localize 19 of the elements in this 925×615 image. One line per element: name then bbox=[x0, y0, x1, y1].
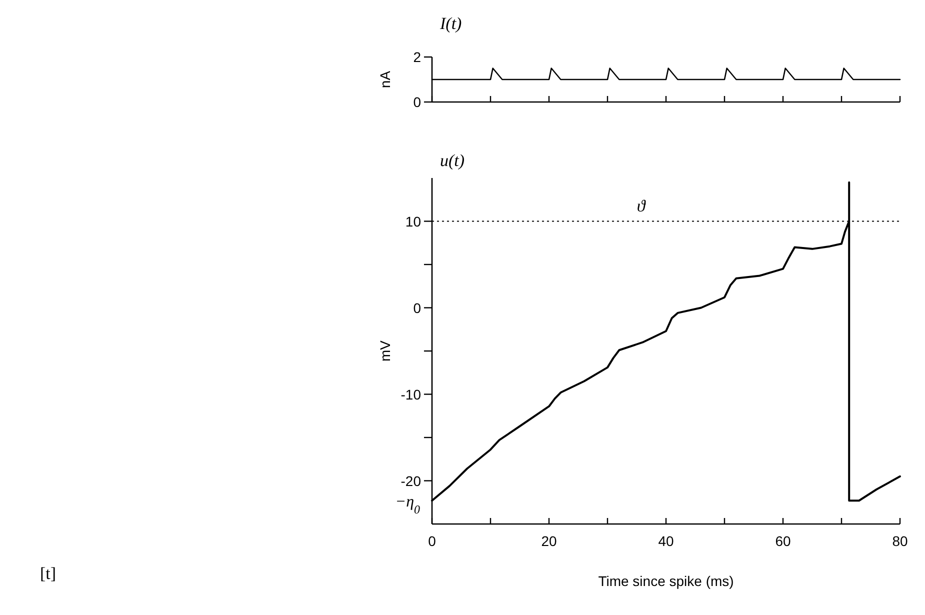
chart-title: u(t) bbox=[440, 151, 465, 170]
y-tick-label: 2 bbox=[413, 49, 422, 65]
x-tick-label: 0 bbox=[428, 533, 436, 549]
x-axis-title: Time since spike (ms) bbox=[598, 573, 734, 589]
x-tick-label: 20 bbox=[541, 533, 557, 549]
text: [t] bbox=[40, 564, 56, 583]
y-axis-title: nA bbox=[377, 70, 393, 88]
y-tick-label: -20 bbox=[400, 472, 422, 489]
chart-title: I(t) bbox=[439, 14, 462, 33]
annotation: −η$_{0}$ bbox=[395, 494, 420, 517]
ref-line-label: ϑ bbox=[636, 196, 647, 216]
x-tick-label: 80 bbox=[892, 533, 908, 549]
y-tick-label: 0 bbox=[413, 94, 422, 110]
y-tick-label: 10 bbox=[405, 213, 422, 230]
x-tick-label: 60 bbox=[775, 533, 791, 549]
y-tick-label: 0 bbox=[413, 300, 422, 316]
y-axis-title: mV bbox=[377, 340, 393, 362]
y-tick-label: -10 bbox=[400, 386, 422, 402]
x-tick-label: 40 bbox=[658, 533, 674, 549]
